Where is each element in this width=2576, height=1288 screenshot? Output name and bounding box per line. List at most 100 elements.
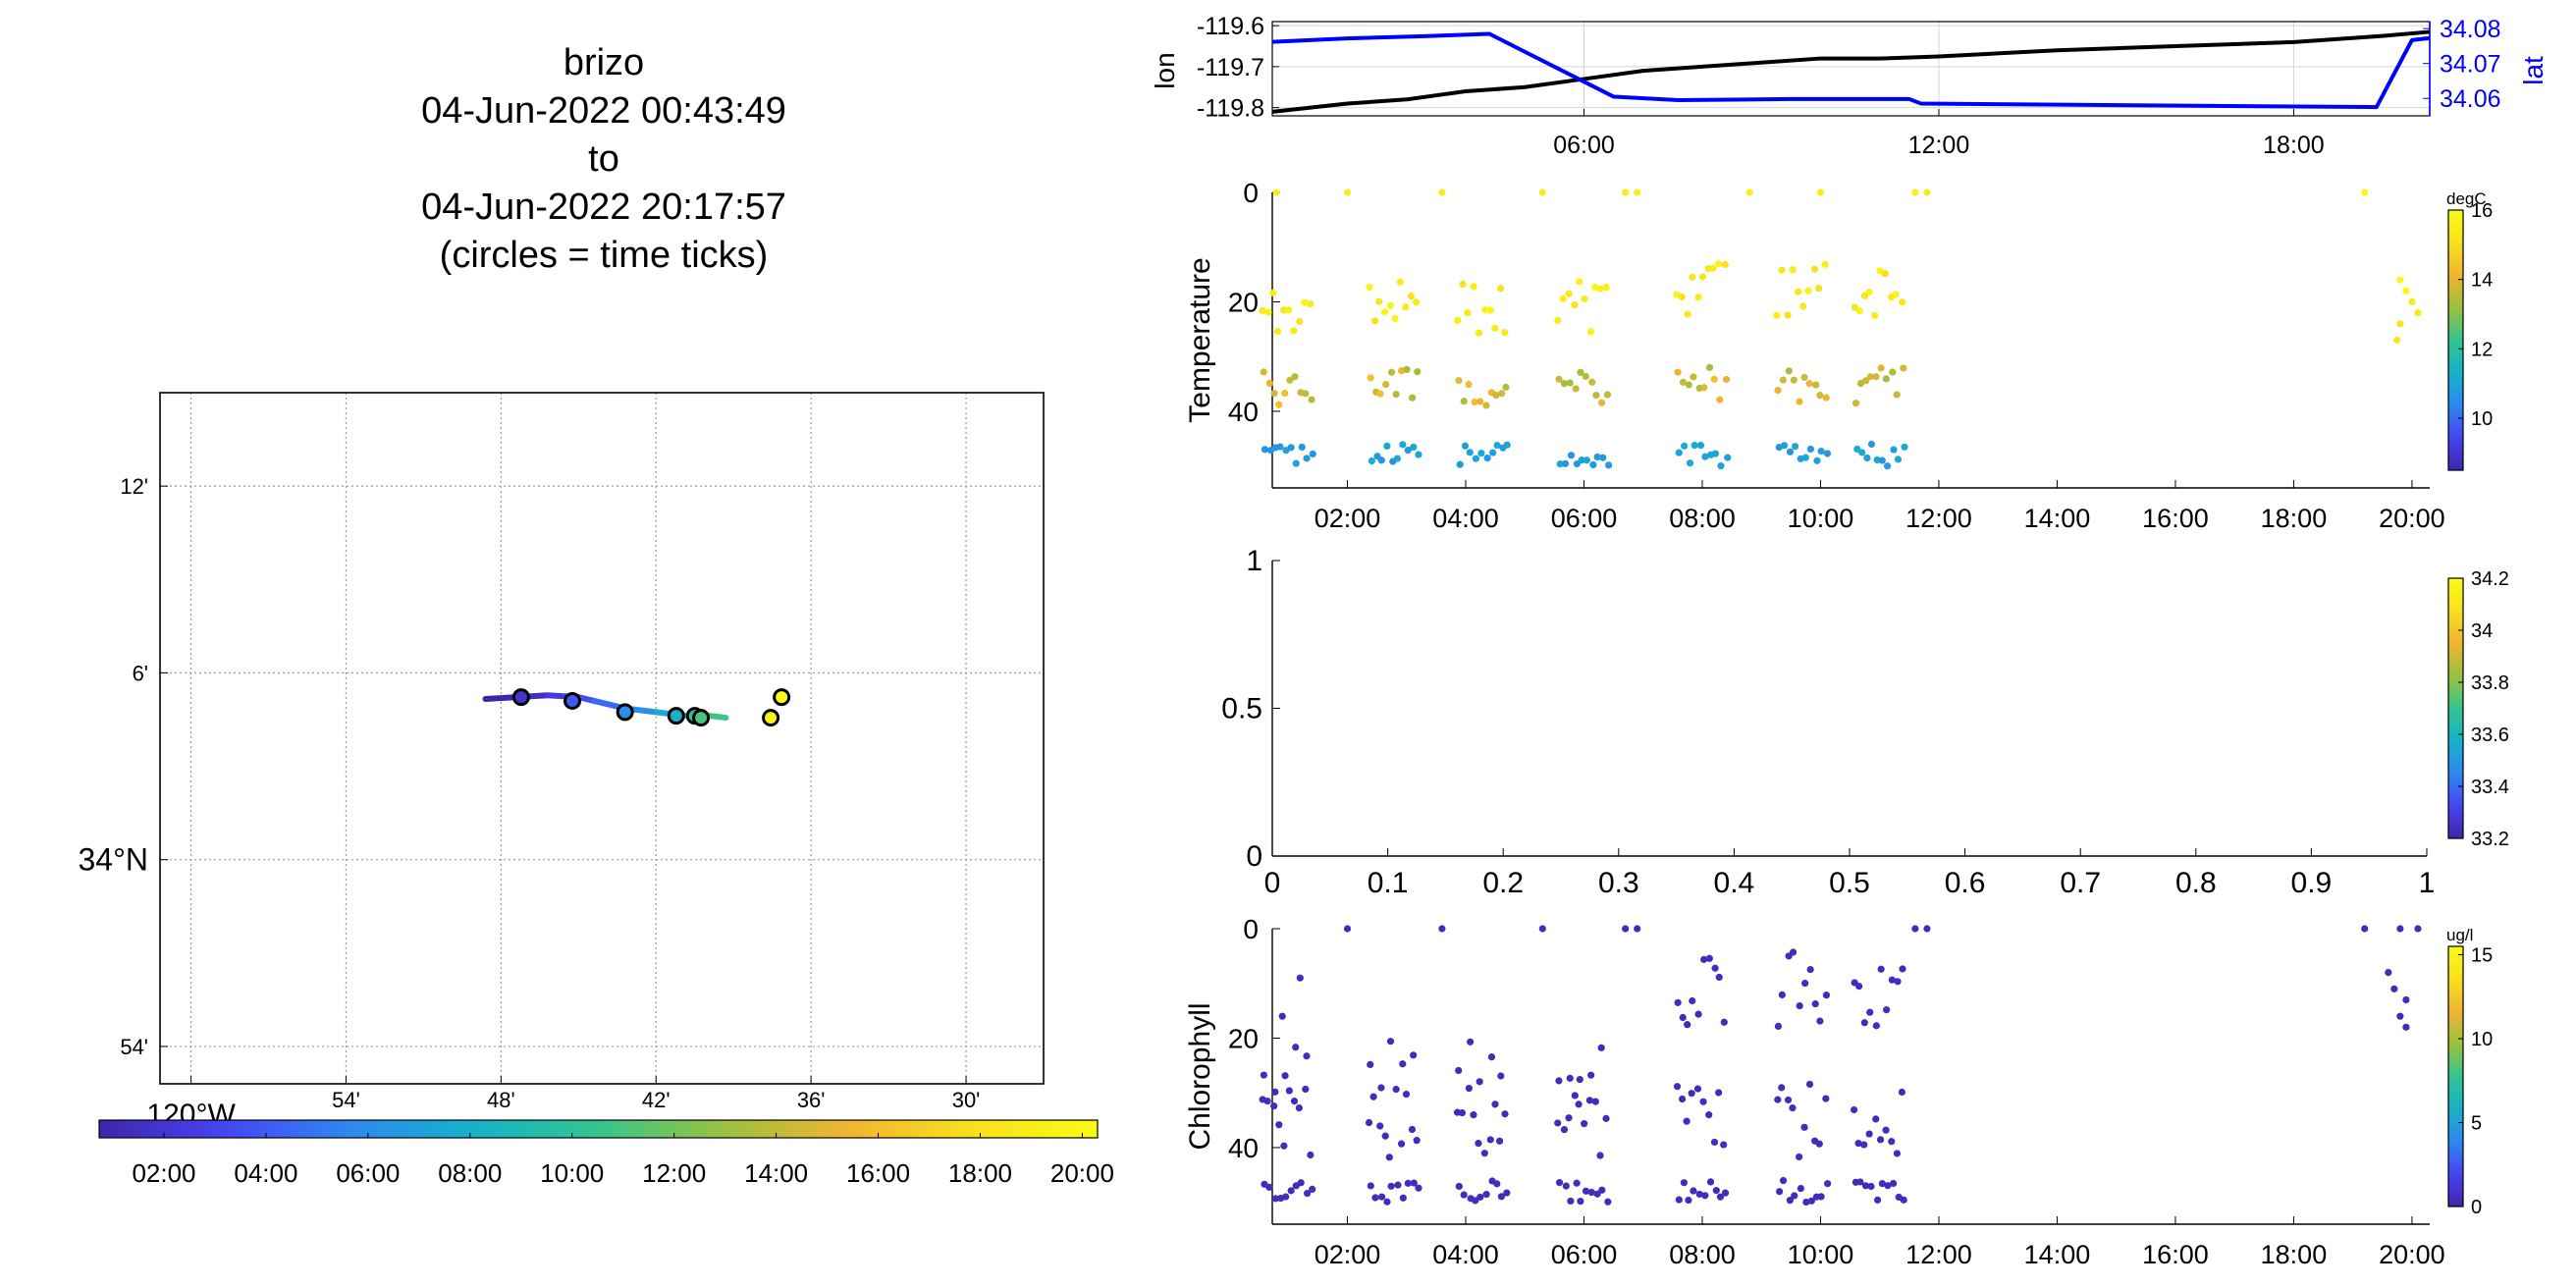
chlorophyll-data-point xyxy=(1622,925,1630,933)
chlorophyll-data-point xyxy=(1415,1184,1422,1192)
map-time-tick-circle xyxy=(667,707,685,725)
map-colorbar-tick-label: 20:00 xyxy=(1050,1158,1114,1188)
chlorophyll-data-point xyxy=(1710,1138,1719,1147)
chlorophyll-data-point xyxy=(1805,1080,1814,1089)
temperature-data-point xyxy=(1498,390,1506,398)
chlorophyll-data-point xyxy=(1866,1008,1874,1016)
chlorophyll-data-point xyxy=(1894,978,1902,986)
chlorophyll-data-point xyxy=(1501,1110,1509,1118)
temperature-data-point xyxy=(2393,336,2401,345)
temperature-data-point xyxy=(1287,444,1295,452)
chlorophyll-data-point xyxy=(1861,1182,1870,1190)
temperature-data-point xyxy=(1813,456,1821,464)
temperature-data-point xyxy=(1407,293,1415,300)
temperature-data-point xyxy=(1581,295,1588,303)
chlorophyll-data-point xyxy=(1700,955,1708,963)
chlorophyll-data-point xyxy=(1807,1197,1815,1205)
title-end-time: 04-Jun-2022 20:17:57 xyxy=(421,187,786,228)
temperature-data-point xyxy=(1852,400,1860,407)
temperature-data-point xyxy=(1382,380,1390,389)
temperature-data-point xyxy=(1464,309,1472,317)
temperature-data-point xyxy=(1572,385,1580,393)
temperature-data-point xyxy=(1573,459,1581,468)
temperature-data-point xyxy=(1576,278,1583,286)
temperature-data-point xyxy=(1901,443,1908,451)
chlorophyll-data-point xyxy=(1721,1189,1730,1197)
map-colorbar-tick-label: 02:00 xyxy=(132,1158,195,1188)
temperature-data-point xyxy=(1410,443,1418,452)
chlorophyll-data-point xyxy=(1884,1182,1892,1190)
temperature-data-point xyxy=(1882,375,1890,383)
temperature-data-point xyxy=(1392,390,1400,399)
chlorophyll-data-point xyxy=(1397,1140,1406,1148)
temperature-data-point xyxy=(1679,378,1688,386)
chlorophyll-data-point xyxy=(1404,1179,1412,1187)
chlorophyll-data-point xyxy=(1369,1093,1377,1100)
lonlat-ylabel: lon xyxy=(1150,52,1180,88)
temperature-data-point xyxy=(1791,443,1799,451)
chlorophyll-data-point xyxy=(1290,1098,1299,1105)
map-track-segment xyxy=(482,694,520,703)
chlorophyll-data-point xyxy=(1685,1196,1692,1205)
temperature-data-point xyxy=(1261,446,1269,454)
salinity-y-tick-label: 0 xyxy=(1246,840,1262,873)
temperature-data-point xyxy=(1582,372,1589,381)
chlorophyll-data-point xyxy=(1577,1197,1584,1206)
chlorophyll-data-point xyxy=(1554,1119,1562,1127)
lonlat-y-tick-label: -119.7 xyxy=(1197,54,1264,81)
temperature-data-point xyxy=(1694,294,1702,301)
temperature-data-point xyxy=(1366,283,1373,292)
chlorophyll-data-point xyxy=(1399,1194,1407,1202)
chlorophyll-data-point xyxy=(1497,1193,1506,1201)
map-x-tick-label: 42' xyxy=(642,1088,671,1112)
temperature-data-point xyxy=(1567,452,1576,459)
temperature-data-point xyxy=(1291,373,1299,381)
chlorophyll-x-tick-label: 02:00 xyxy=(1315,1240,1381,1269)
map-colorbar-tick-label: 04:00 xyxy=(234,1158,297,1188)
temperature-data-point xyxy=(1883,462,1892,470)
map-colorbar-tick-label: 10:00 xyxy=(540,1158,604,1188)
chlorophyll-data-point xyxy=(1280,1142,1288,1150)
chlorophyll-data-point xyxy=(1872,1022,1880,1030)
salinity-x-tick-label: 0 xyxy=(1264,867,1281,899)
chlorophyll-data-point xyxy=(1778,1084,1786,1092)
temperature-data-point xyxy=(1597,399,1606,406)
temperature-data-point xyxy=(1696,441,1705,450)
chlorophyll-data-point xyxy=(1410,1179,1418,1187)
temperature-data-point xyxy=(1471,398,1478,406)
chlorophyll-data-point xyxy=(1855,983,1863,991)
temperature-data-point xyxy=(1578,456,1585,464)
lonlat-ylabel-right: lat xyxy=(2518,56,2549,85)
chlorophyll-x-tick-label: 08:00 xyxy=(1669,1240,1736,1269)
temperature-data-point xyxy=(1301,298,1309,306)
temperature-data-point xyxy=(1876,267,1884,275)
chlorophyll-data-point xyxy=(1872,1115,1880,1123)
temperature-data-point xyxy=(1286,376,1294,384)
chlorophyll-data-point xyxy=(1602,1114,1610,1122)
chlorophyll-data-point xyxy=(1387,1182,1395,1190)
temperature-data-point xyxy=(1599,454,1607,461)
lonlat-series-lon xyxy=(1271,29,2431,114)
temperature-data-point xyxy=(1890,446,1898,454)
temperature-data-point xyxy=(1681,442,1689,450)
chlorophyll-data-point xyxy=(1673,1083,1682,1091)
temperature-data-point xyxy=(1290,327,1298,335)
chlorophyll-data-point xyxy=(1576,1076,1583,1084)
chlorophyll-data-point xyxy=(1307,1151,1315,1159)
temperature-data-point xyxy=(1851,303,1858,311)
chlorophyll-data-point xyxy=(2390,985,2398,993)
temperature-data-point xyxy=(1588,378,1596,386)
temperature-data-point xyxy=(1705,363,1714,371)
temperature-data-point xyxy=(1800,373,1808,381)
temperature-data-point xyxy=(1308,396,1315,403)
chlorophyll-data-point xyxy=(1281,1072,1289,1080)
chlorophyll-data-point xyxy=(1497,1072,1505,1080)
chlorophyll-data-point xyxy=(2402,1023,2410,1031)
chlorophyll-data-point xyxy=(1873,1196,1882,1204)
chlorophyll-data-point xyxy=(1343,925,1352,933)
chlorophyll-data-point xyxy=(1593,1190,1601,1198)
temperature-data-point xyxy=(1773,311,1781,319)
chlorophyll-data-point xyxy=(1581,1119,1588,1128)
chlorophyll-data-point xyxy=(1706,1178,1715,1186)
salinity-x-tick-label: 0.9 xyxy=(2291,867,2333,899)
